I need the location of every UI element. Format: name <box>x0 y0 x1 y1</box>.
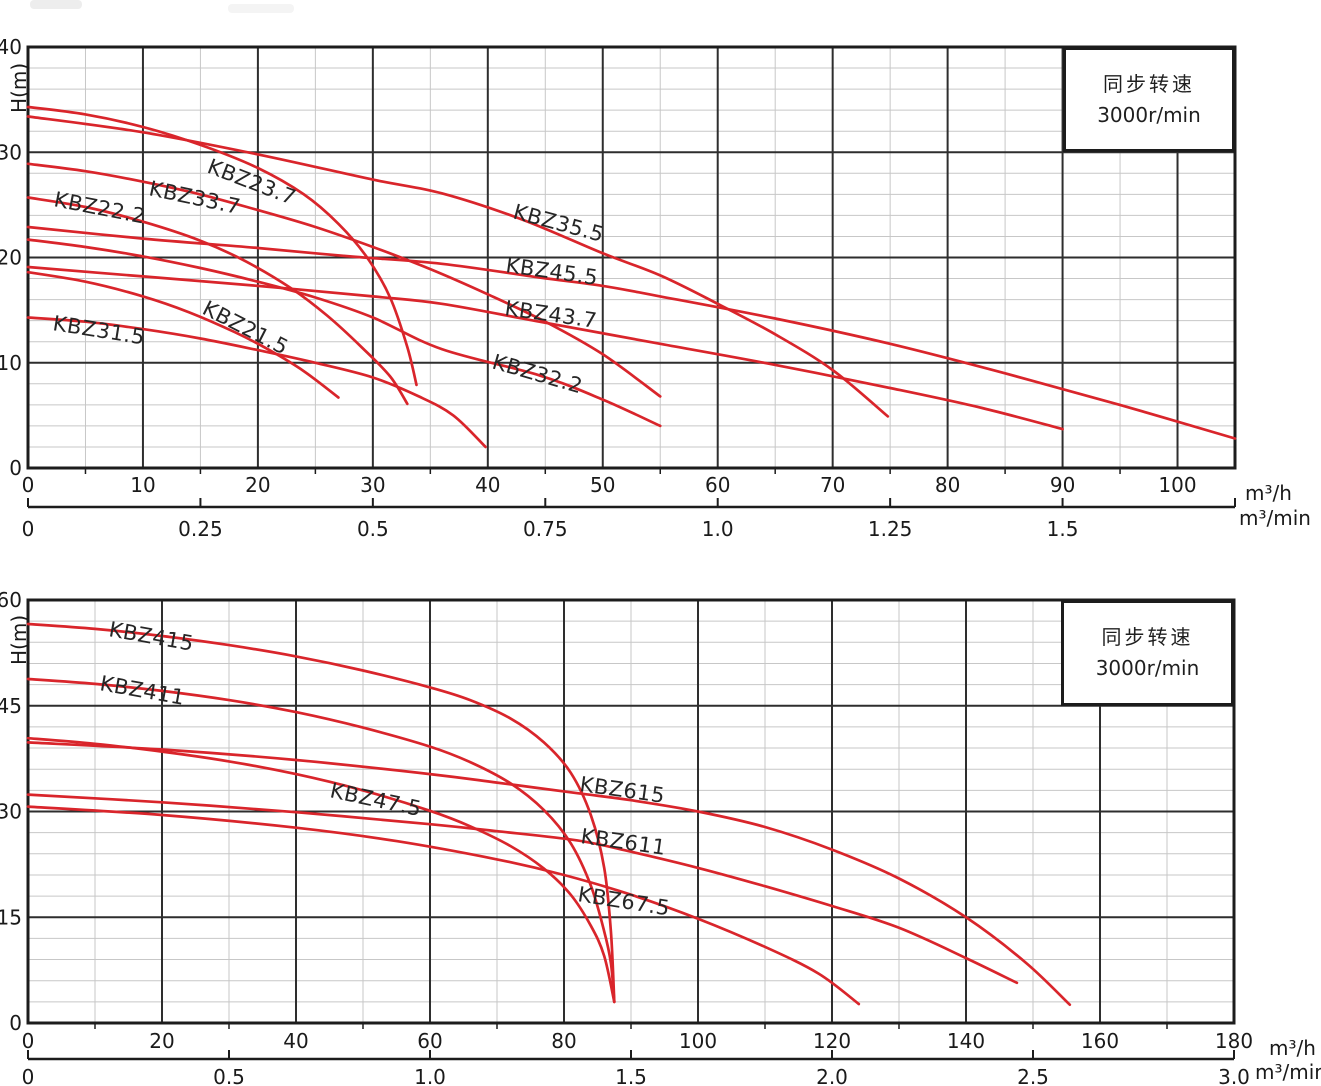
curve-KBZ415 <box>26 622 616 1004</box>
y-tick-label: 15 <box>0 905 22 929</box>
y-tick-label: 45 <box>0 694 22 718</box>
curve-label-KBZ22.2: KBZ22.2 <box>52 187 148 228</box>
curve-KBZ22.2 <box>26 196 409 406</box>
secondary-tick-label: 1.0 <box>414 1065 446 1086</box>
secondary-tick-label: 2.5 <box>1017 1065 1049 1086</box>
secondary-tick-label: 1.5 <box>615 1065 647 1086</box>
x-unit-m3h-upper: m³/h <box>1245 481 1292 505</box>
sync-speed-value: 3000r/min <box>1095 656 1200 680</box>
secondary-tick-label: 0 <box>22 1065 35 1086</box>
curve-KBZ67.5 <box>26 805 861 1006</box>
secondary-tick-label: 0.75 <box>523 517 568 541</box>
x-tick-label: 50 <box>590 473 615 497</box>
sync-speed-title: 同步转速 <box>1103 71 1195 96</box>
chart-lower: KBZ415 KBZ411 KBZ47.5 KBZ615 KBZ611 KBZ67.5 0 1… <box>0 588 1253 1086</box>
curve-label-KBZ47.5: KBZ47.5 <box>328 778 424 821</box>
curve-KBZ23.7 <box>26 105 418 387</box>
curve-KBZ47.5 <box>26 736 616 1004</box>
x-tick-label: 10 <box>130 473 155 497</box>
x-tick-label: 90 <box>1050 473 1075 497</box>
x-tick-label: 20 <box>245 473 270 497</box>
sync-speed-box-upper: 同步转速 3000r/min <box>1063 47 1235 152</box>
secondary-tick-label: 1.5 <box>1047 517 1079 541</box>
y-tick-label: 10 <box>0 351 22 375</box>
curve-KBZ35.5 <box>26 115 890 418</box>
stray-mark-top-left-2 <box>228 4 294 13</box>
x-tick-label: 100 <box>1158 473 1196 497</box>
curve-KBZ33.7 <box>26 162 662 398</box>
secondary-tick-label: 1.25 <box>868 517 913 541</box>
y-axis-title: H(m) <box>7 615 31 665</box>
x-tick-label: 30 <box>360 473 385 497</box>
x-unit-m3h-lower: m³/h <box>1269 1036 1316 1060</box>
x-tick-label: 40 <box>475 473 500 497</box>
secondary-tick-label: 3.0 <box>1218 1065 1250 1086</box>
sync-speed-value: 3000r/min <box>1097 102 1201 127</box>
curve-KBZ411 <box>26 677 616 1004</box>
secondary-tick-label: 0 <box>22 517 35 541</box>
secondary-tick-label: 0.5 <box>357 517 389 541</box>
curve-label-KBZ411: KBZ411 <box>98 671 187 710</box>
curve-KBZ611 <box>26 793 1019 985</box>
x-tick-label: 100 <box>679 1029 717 1053</box>
x-unit-m3min-lower: m³/min <box>1255 1060 1321 1084</box>
y-tick-label: 0 <box>9 1011 22 1035</box>
curve-label-KBZ45.5: KBZ45.5 <box>504 253 599 290</box>
sync-speed-box-lower: 同步转速 3000r/min <box>1061 600 1234 706</box>
curve-label-KBZ67.5: KBZ67.5 <box>576 882 671 920</box>
curve-label-KBZ43.7: KBZ43.7 <box>503 296 598 333</box>
y-tick-label: 30 <box>0 800 22 824</box>
curve-KBZ32.2 <box>26 238 662 428</box>
secondary-tick-label: 0.5 <box>213 1065 245 1086</box>
x-tick-label: 80 <box>551 1029 576 1053</box>
x-tick-label: 140 <box>947 1029 985 1053</box>
curve-KBZ43.7 <box>26 265 1064 431</box>
x-tick-label: 20 <box>149 1029 174 1053</box>
y-tick-label: 30 <box>0 140 22 164</box>
curve-KBZ615 <box>26 741 1072 1007</box>
curve-KBZ31.5 <box>26 316 487 449</box>
secondary-tick-label: 1.0 <box>702 517 734 541</box>
y-axis-title: H(m) <box>7 63 31 113</box>
secondary-tick-label: 0.25 <box>178 517 223 541</box>
y-tick-label: 60 <box>0 588 22 612</box>
x-tick-label: 60 <box>417 1029 442 1053</box>
curve-label-KBZ615: KBZ615 <box>578 772 666 808</box>
curve-label-KBZ415: KBZ415 <box>107 617 196 656</box>
curve-KBZ45.5 <box>26 225 1237 440</box>
x-tick-label: 180 <box>1215 1029 1253 1053</box>
curve-label-KBZ32.2: KBZ32.2 <box>490 350 586 399</box>
x-tick-label: 80 <box>935 473 960 497</box>
x-tick-label: 0 <box>22 1029 35 1053</box>
curve-label-KBZ31.5: KBZ31.5 <box>51 311 146 349</box>
y-tick-label: 40 <box>0 35 22 59</box>
x-unit-m3min-upper: m³/min <box>1239 506 1311 530</box>
x-tick-label: 70 <box>820 473 845 497</box>
x-tick-label: 160 <box>1081 1029 1119 1053</box>
curve-label-KBZ35.5: KBZ35.5 <box>511 200 607 247</box>
y-tick-label: 20 <box>0 246 22 270</box>
sync-speed-title: 同步转速 <box>1101 625 1194 649</box>
curve-label-KBZ21.5: KBZ21.5 <box>199 296 293 360</box>
plot-border <box>26 45 1237 470</box>
x-tick-label: 60 <box>705 473 730 497</box>
stray-mark-top-left <box>30 0 82 9</box>
x-tick-label: 40 <box>283 1029 308 1053</box>
curve-KBZ21.5 <box>26 270 340 399</box>
x-tick-label: 0 <box>22 473 35 497</box>
curve-label-KBZ611: KBZ611 <box>579 824 667 860</box>
secondary-tick-label: 2.0 <box>816 1065 848 1086</box>
y-tick-label: 0 <box>9 456 22 480</box>
x-tick-label: 120 <box>813 1029 851 1053</box>
